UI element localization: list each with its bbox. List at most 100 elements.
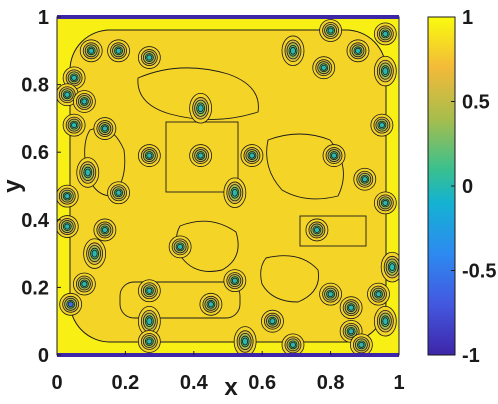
contour-feature bbox=[373, 305, 397, 337]
contour-level bbox=[382, 30, 389, 37]
x-tick-label: 1 bbox=[393, 372, 404, 394]
contour-level bbox=[327, 27, 334, 34]
contour-level bbox=[64, 223, 71, 230]
colorbar-ticks: 1 0.5 0 -0.5 -1 bbox=[451, 7, 496, 367]
contour-level bbox=[378, 122, 385, 129]
y-axis-ticks: 0 0.2 0.4 0.6 0.8 1 bbox=[21, 7, 61, 367]
contour-level bbox=[382, 67, 389, 75]
contour-feature bbox=[137, 279, 161, 303]
y-tick-label: 0 bbox=[38, 345, 49, 367]
contour-feature bbox=[57, 215, 79, 238]
contour-feature bbox=[370, 113, 394, 137]
contour-feature bbox=[59, 292, 83, 316]
x-axis-ticks: 0 0.2 0.4 0.6 0.8 1 bbox=[51, 351, 405, 394]
contour-level bbox=[64, 91, 71, 98]
contour-feature bbox=[72, 90, 96, 113]
contour-feature bbox=[76, 157, 100, 188]
y-tick-label: 0.8 bbox=[21, 75, 49, 97]
contour-feature bbox=[189, 93, 213, 124]
y-tick-label: 0.2 bbox=[21, 277, 49, 299]
x-tick-label: 0.2 bbox=[111, 372, 139, 394]
contour-feature bbox=[137, 46, 161, 69]
contour-level bbox=[101, 125, 108, 132]
x-tick-label: 0.6 bbox=[248, 372, 276, 394]
contour-feature bbox=[137, 330, 161, 353]
contour-level bbox=[101, 226, 108, 233]
contour-level bbox=[348, 304, 355, 311]
contour-feature bbox=[223, 269, 247, 293]
contour-feature bbox=[93, 218, 117, 242]
colorbar-tick-label: 1 bbox=[462, 7, 473, 29]
contour-level bbox=[67, 301, 74, 308]
contour-level bbox=[146, 287, 153, 294]
x-tick-label: 0 bbox=[51, 372, 62, 394]
contour-feature bbox=[346, 39, 370, 63]
contour-level bbox=[177, 243, 184, 250]
contour-feature bbox=[305, 218, 329, 242]
contour-feature bbox=[72, 272, 96, 296]
colorbar-tick-label: -1 bbox=[462, 345, 480, 367]
contour-feature bbox=[189, 144, 213, 167]
contour-level bbox=[146, 317, 153, 326]
contour-feature bbox=[240, 144, 264, 167]
contour-level bbox=[389, 263, 396, 272]
contour-level bbox=[197, 152, 204, 159]
contour-level bbox=[358, 341, 365, 348]
contour-level bbox=[88, 47, 95, 54]
contour-level bbox=[361, 176, 368, 183]
contour-level bbox=[146, 54, 153, 61]
contour-feature bbox=[93, 117, 117, 140]
contour-level bbox=[242, 337, 249, 346]
contour-level bbox=[115, 47, 122, 54]
contour-level bbox=[382, 317, 389, 326]
y-tick-label: 0.4 bbox=[21, 210, 50, 232]
contour-feature bbox=[261, 309, 284, 333]
y-axis-label: y bbox=[0, 179, 26, 193]
contour-level bbox=[327, 291, 334, 298]
x-axis-label: x bbox=[224, 374, 238, 401]
contour-feature bbox=[79, 39, 103, 63]
colorbar-tick-label: 0 bbox=[462, 176, 473, 198]
x-tick-label: 0.4 bbox=[180, 372, 209, 394]
contour-feature bbox=[373, 55, 397, 87]
contour-level bbox=[146, 338, 153, 345]
contour-level bbox=[354, 47, 361, 54]
plateau-region bbox=[299, 215, 367, 247]
contour-level bbox=[115, 189, 122, 196]
contour-feature bbox=[322, 144, 346, 167]
contour-feature bbox=[62, 66, 86, 90]
contour-feature bbox=[373, 191, 397, 215]
contour-level bbox=[84, 168, 91, 177]
contour-level bbox=[248, 152, 255, 159]
contour-level bbox=[375, 291, 382, 298]
contour-feature bbox=[349, 333, 373, 355]
contour-feature bbox=[168, 235, 192, 259]
contour-feature bbox=[199, 292, 223, 316]
contour-level bbox=[197, 104, 204, 113]
contour-level bbox=[91, 249, 98, 258]
contour-level bbox=[207, 301, 214, 308]
contour-level bbox=[331, 152, 338, 159]
contour-level bbox=[289, 46, 296, 55]
contour-level bbox=[146, 152, 153, 159]
x-tick-label: 0.8 bbox=[317, 372, 345, 394]
contour-feature bbox=[281, 35, 305, 67]
contour-feature bbox=[353, 167, 377, 191]
contour-level bbox=[71, 122, 78, 129]
plateau-region bbox=[260, 255, 320, 303]
contour-feature bbox=[57, 184, 79, 208]
contour-level bbox=[71, 74, 78, 81]
colorbar-tick-label: 0.5 bbox=[462, 92, 490, 114]
colorbar-gradient bbox=[427, 16, 456, 356]
contour-feature bbox=[380, 251, 399, 283]
contour-features bbox=[57, 19, 399, 355]
contour-level bbox=[320, 64, 327, 71]
contour-feature bbox=[339, 319, 363, 343]
contour-feature bbox=[373, 22, 397, 46]
contour-level bbox=[348, 328, 355, 335]
contour-feature bbox=[339, 296, 363, 320]
colorbar: 1 0.5 0 -0.5 -1 bbox=[427, 7, 496, 367]
contour-level bbox=[289, 341, 296, 348]
contour-level bbox=[313, 226, 320, 233]
